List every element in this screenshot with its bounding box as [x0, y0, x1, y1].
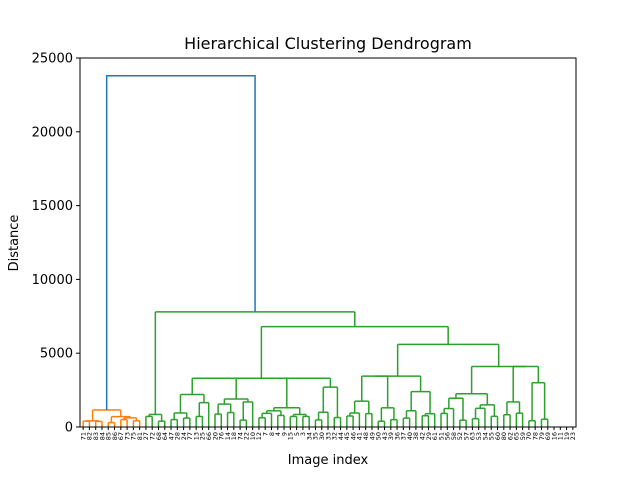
leaf-label: 55: [488, 432, 496, 440]
leaf-label: 48: [362, 432, 370, 440]
leaf-label: 53: [475, 432, 483, 440]
leaf-label: 13: [192, 432, 200, 440]
leaf-label: 72: [149, 432, 157, 440]
leaf-label: 80: [500, 432, 508, 440]
leaf-label: 59: [519, 432, 527, 440]
leaf-label: 51: [437, 432, 445, 440]
leaf-label: 32: [331, 432, 339, 440]
leaf-label: 50: [375, 432, 383, 440]
leaf-label: 58: [450, 432, 458, 440]
leaf-label: 41: [356, 432, 364, 440]
dendrogram-root-link: [105, 74, 256, 411]
leaf-label: 74: [236, 432, 244, 440]
leaf-label: 85: [105, 432, 113, 440]
leaf-label: 10: [249, 432, 257, 440]
leaf-label: 45: [343, 432, 351, 440]
leaf-label: 64: [161, 432, 169, 440]
leaf-label: 66: [205, 432, 213, 440]
leaf-label: 56: [444, 432, 452, 440]
y-tick-label: 5000: [40, 347, 73, 362]
leaf-label: 42: [418, 432, 426, 440]
leaf-label: 43: [381, 432, 389, 440]
y-tick-label: 0: [65, 421, 73, 436]
leaf-label: 9: [280, 432, 288, 436]
leaf-label: 25: [199, 432, 207, 440]
leaf-label: 62: [506, 432, 514, 440]
x-axis: 7182838485866773758127726864472824771325…: [79, 427, 577, 440]
leaf-label: 36: [393, 432, 401, 440]
leaf-label: 30: [318, 432, 326, 440]
leaf-label: 71: [79, 432, 87, 440]
leaf-label: 65: [513, 432, 521, 440]
leaf-label: 79: [538, 432, 546, 440]
leaf-label: 70: [525, 432, 533, 440]
y-tick-label: 10000: [32, 273, 73, 288]
leaf-label: 60: [494, 432, 502, 440]
leaf-label: 4: [274, 432, 282, 436]
leaf-label: 86: [111, 432, 119, 440]
dendrogram-links: [82, 74, 549, 427]
leaf-label: 33: [324, 432, 332, 440]
leaf-label: 83: [92, 432, 100, 440]
leaf-label: 73: [123, 432, 131, 440]
leaf-label: 34: [305, 432, 313, 440]
y-tick-label: 25000: [32, 52, 73, 67]
leaf-label: 78: [531, 432, 539, 440]
leaf-label: 77: [186, 432, 194, 440]
leaf-label: 39: [387, 432, 395, 440]
leaf-label: 61: [431, 432, 439, 440]
leaf-label: 15: [287, 432, 295, 440]
leaf-label: 84: [98, 432, 106, 440]
leaf-label: 23: [569, 432, 577, 440]
leaf-label: 5: [293, 432, 301, 436]
x-axis-label: Image index: [288, 453, 369, 468]
leaf-label: 54: [481, 432, 489, 440]
y-tick-label: 15000: [32, 199, 73, 214]
y-tick-label: 20000: [32, 125, 73, 140]
leaf-label: 40: [406, 432, 414, 440]
leaf-label: 27: [142, 432, 150, 440]
leaf-label: 82: [86, 432, 94, 440]
leaf-label: 63: [469, 432, 477, 440]
leaf-label: 38: [412, 432, 420, 440]
leaf-label: 52: [456, 432, 464, 440]
leaf-label: 44: [337, 432, 345, 440]
leaf-label: 16: [550, 432, 558, 440]
leaf-label: 67: [117, 432, 125, 440]
leaf-label: 24: [180, 432, 188, 440]
leaf-label: 8: [268, 432, 276, 436]
leaf-label: 11: [557, 432, 565, 440]
leaf-label: 3: [299, 432, 307, 436]
plot-frame: [79, 57, 577, 428]
leaf-label: 14: [224, 432, 232, 440]
leaf-label: 12: [255, 432, 263, 440]
chart-title: Hierarchical Clustering Dendrogram: [184, 34, 472, 53]
leaf-label: 47: [167, 432, 175, 440]
leaf-label: 81: [136, 432, 144, 440]
leaf-label: 29: [425, 432, 433, 440]
leaf-label: 37: [400, 432, 408, 440]
leaf-label: 69: [544, 432, 552, 440]
leaf-label: 68: [155, 432, 163, 440]
y-axis-label: Distance: [7, 215, 22, 272]
leaf-label: 46: [349, 432, 357, 440]
leaf-label: 18: [230, 432, 238, 440]
leaf-label: 19: [563, 432, 571, 440]
leaf-label: 7: [262, 432, 270, 436]
leaf-label: 75: [130, 432, 138, 440]
leaf-label: 49: [368, 432, 376, 440]
y-axis: 0 5000 10000 15000 20000 25000: [32, 52, 80, 436]
leaf-label: 76: [218, 432, 226, 440]
leaf-label: 20: [211, 432, 219, 440]
leaf-label: 28: [174, 432, 182, 440]
leaf-label: 22: [243, 432, 251, 440]
leaf-label: 35: [312, 432, 320, 440]
leaf-label: 57: [462, 432, 470, 440]
